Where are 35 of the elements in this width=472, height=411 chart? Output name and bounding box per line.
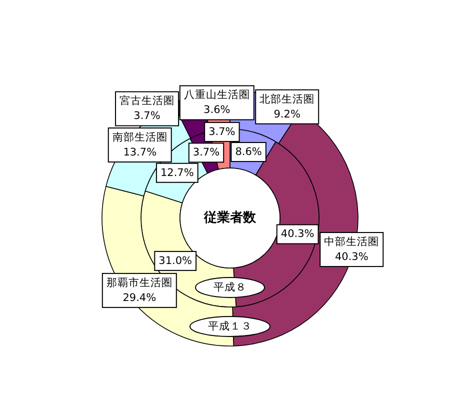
slice-label: 北部生活圏: [260, 92, 315, 106]
data-label: 8.6%: [230, 142, 266, 162]
data-label: 31.0%: [158, 254, 192, 267]
data-label: 12.7%: [156, 162, 198, 183]
data-label: 13.7%: [123, 146, 157, 158]
slice-label: 宮古生活圏: [120, 94, 175, 108]
slice-label: 南部生活圏: [112, 130, 168, 144]
data-label: 八重山生活圏 3.6%: [179, 85, 254, 120]
slice-label: 平成８: [214, 280, 246, 294]
data-label: 31.0%: [154, 250, 197, 271]
data-label: 29.4%: [122, 292, 156, 304]
data-label: 北部生活圏 9.2%: [255, 89, 320, 124]
data-label: 40.3%: [276, 224, 319, 244]
series-name: 平成８: [195, 277, 265, 298]
slice-label: 八重山生活圏: [184, 88, 250, 102]
data-label: 那覇市生活圏 29.4%: [102, 272, 177, 308]
data-label: 9.2%: [274, 108, 300, 120]
data-label: 3.7%: [134, 110, 160, 122]
data-label: 8.6%: [235, 146, 262, 158]
data-label: 12.7%: [160, 166, 194, 179]
series-name: 平成１３: [190, 316, 270, 337]
data-label: 南部生活圏 13.7%: [108, 127, 172, 162]
data-label: 3.7%: [188, 142, 224, 163]
data-label: 40.3%: [280, 228, 314, 240]
data-label: 3.7%: [208, 126, 236, 138]
data-label: 中部生活圏 40.3%: [320, 232, 384, 268]
slice-label: 中部生活圏: [324, 235, 380, 248]
slice-label: 平成１３: [208, 320, 252, 332]
data-label: 3.7%: [192, 146, 220, 159]
data-label: 3.6%: [204, 104, 230, 116]
legend-label: 那覇市生活圏: [106, 276, 172, 289]
title: 従業者数: [204, 210, 256, 226]
data-label: 宮古生活圏 3.7%: [115, 91, 179, 126]
data-label: 3.7%: [204, 122, 240, 142]
data-label: 40.3%: [334, 251, 368, 264]
